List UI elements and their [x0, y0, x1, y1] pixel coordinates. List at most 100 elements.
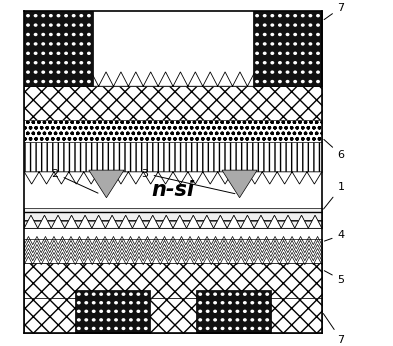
Circle shape	[270, 24, 274, 27]
Circle shape	[270, 14, 274, 17]
Circle shape	[213, 327, 217, 330]
Circle shape	[87, 14, 91, 17]
Circle shape	[309, 24, 312, 27]
Circle shape	[309, 14, 312, 17]
Circle shape	[72, 33, 75, 36]
Circle shape	[79, 24, 83, 27]
Circle shape	[278, 80, 282, 83]
Circle shape	[220, 292, 224, 296]
Circle shape	[255, 33, 259, 36]
Circle shape	[278, 14, 282, 17]
Circle shape	[293, 61, 297, 64]
Circle shape	[309, 52, 312, 55]
Circle shape	[286, 80, 290, 83]
Circle shape	[121, 327, 125, 330]
Circle shape	[79, 61, 83, 64]
Polygon shape	[38, 215, 51, 228]
Bar	[24, 86, 322, 120]
Circle shape	[84, 292, 88, 296]
Circle shape	[263, 42, 267, 46]
Circle shape	[270, 80, 274, 83]
Circle shape	[87, 52, 91, 55]
Circle shape	[64, 71, 68, 74]
Text: 7: 7	[323, 313, 345, 345]
Circle shape	[87, 24, 91, 27]
Circle shape	[87, 80, 91, 83]
Circle shape	[255, 80, 259, 83]
Circle shape	[265, 292, 269, 296]
Circle shape	[77, 301, 81, 304]
Circle shape	[198, 301, 202, 304]
Circle shape	[49, 80, 53, 83]
Circle shape	[243, 327, 247, 330]
Circle shape	[293, 80, 297, 83]
Circle shape	[41, 24, 45, 27]
Circle shape	[57, 33, 61, 36]
Circle shape	[270, 52, 274, 55]
Circle shape	[41, 71, 45, 74]
Polygon shape	[51, 215, 65, 228]
Circle shape	[129, 310, 133, 313]
Circle shape	[243, 301, 247, 304]
Text: 1: 1	[323, 182, 345, 209]
Circle shape	[263, 71, 267, 74]
Circle shape	[206, 301, 209, 304]
Circle shape	[26, 52, 30, 55]
Circle shape	[77, 318, 81, 321]
Circle shape	[263, 33, 267, 36]
Circle shape	[87, 33, 91, 36]
Polygon shape	[65, 215, 78, 228]
Circle shape	[301, 61, 305, 64]
Circle shape	[309, 33, 312, 36]
Circle shape	[263, 61, 267, 64]
Circle shape	[198, 318, 202, 321]
Circle shape	[206, 327, 209, 330]
Circle shape	[57, 14, 61, 17]
Polygon shape	[78, 215, 92, 228]
Circle shape	[293, 33, 297, 36]
Circle shape	[84, 327, 88, 330]
Circle shape	[258, 310, 262, 313]
Circle shape	[107, 301, 110, 304]
Circle shape	[316, 14, 320, 17]
Circle shape	[77, 310, 81, 313]
Circle shape	[87, 42, 91, 46]
Circle shape	[41, 42, 45, 46]
Text: 6: 6	[324, 139, 345, 160]
Circle shape	[286, 24, 290, 27]
Circle shape	[107, 318, 110, 321]
Circle shape	[57, 52, 61, 55]
Circle shape	[114, 318, 118, 321]
Circle shape	[213, 292, 217, 296]
Circle shape	[57, 61, 61, 64]
Circle shape	[255, 42, 259, 46]
Circle shape	[79, 14, 83, 17]
Circle shape	[49, 42, 53, 46]
Circle shape	[84, 301, 88, 304]
Circle shape	[49, 52, 53, 55]
Circle shape	[301, 14, 305, 17]
Circle shape	[41, 33, 45, 36]
Circle shape	[293, 14, 297, 17]
Circle shape	[136, 301, 140, 304]
Circle shape	[265, 318, 269, 321]
Circle shape	[26, 14, 30, 17]
Bar	[24, 11, 322, 333]
Circle shape	[220, 310, 224, 313]
Circle shape	[79, 80, 83, 83]
Polygon shape	[213, 215, 227, 228]
Circle shape	[34, 52, 38, 55]
Circle shape	[278, 61, 282, 64]
Text: n-si: n-si	[152, 180, 195, 200]
Polygon shape	[160, 215, 173, 228]
Polygon shape	[89, 170, 124, 198]
Circle shape	[258, 327, 262, 330]
Circle shape	[220, 301, 224, 304]
Circle shape	[26, 71, 30, 74]
Circle shape	[72, 42, 75, 46]
Circle shape	[72, 14, 75, 17]
Circle shape	[286, 14, 290, 17]
Circle shape	[228, 327, 232, 330]
Bar	[24, 208, 322, 228]
Circle shape	[57, 24, 61, 27]
